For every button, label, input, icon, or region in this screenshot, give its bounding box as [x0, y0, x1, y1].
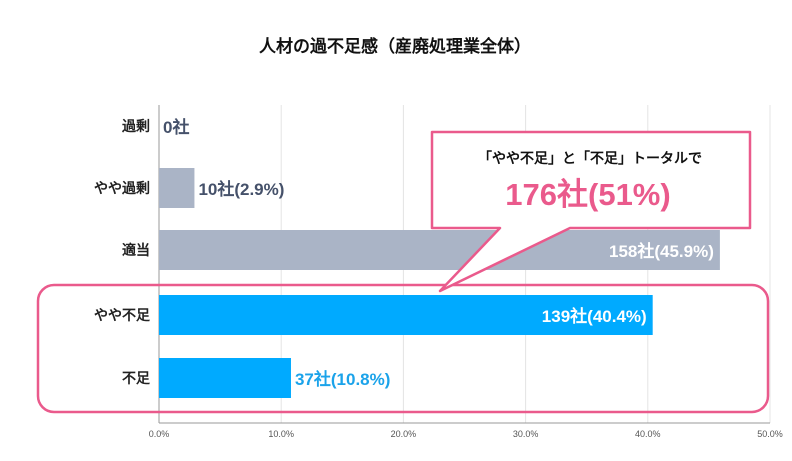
- data-label: 10社(2.9%): [198, 179, 284, 199]
- highlight-frame: [36, 283, 770, 414]
- bar: [159, 168, 195, 208]
- x-tick-label: 50.0%: [757, 429, 783, 439]
- data-label: 158社(45.9%): [609, 241, 714, 261]
- bar: [159, 358, 291, 398]
- callout-total: 176社(51%): [505, 177, 670, 212]
- callout-line1: 「やや不足」と「不足」トータルで: [478, 150, 702, 167]
- x-tick-label: 0.0%: [149, 429, 170, 439]
- x-tick-label: 40.0%: [635, 429, 661, 439]
- x-tick-label: 10.0%: [268, 429, 294, 439]
- data-label: 139社(40.4%): [542, 306, 647, 326]
- bar: [159, 230, 720, 270]
- x-tick-label: 20.0%: [391, 429, 417, 439]
- x-tick-label: 30.0%: [513, 429, 539, 439]
- chart-title: 人材の過不足感（産廃処理業全体）: [259, 36, 531, 57]
- bar: [159, 295, 653, 335]
- category-label: 不足: [122, 371, 151, 387]
- callout-bubble: [430, 130, 752, 293]
- category-label: やや不足: [94, 308, 151, 324]
- category-label: やや過剰: [94, 180, 150, 197]
- category-label: 過剰: [121, 118, 150, 135]
- category-label: 適当: [122, 242, 150, 259]
- data-label: 37社(10.8%): [295, 369, 390, 389]
- data-label: 0社: [163, 117, 189, 137]
